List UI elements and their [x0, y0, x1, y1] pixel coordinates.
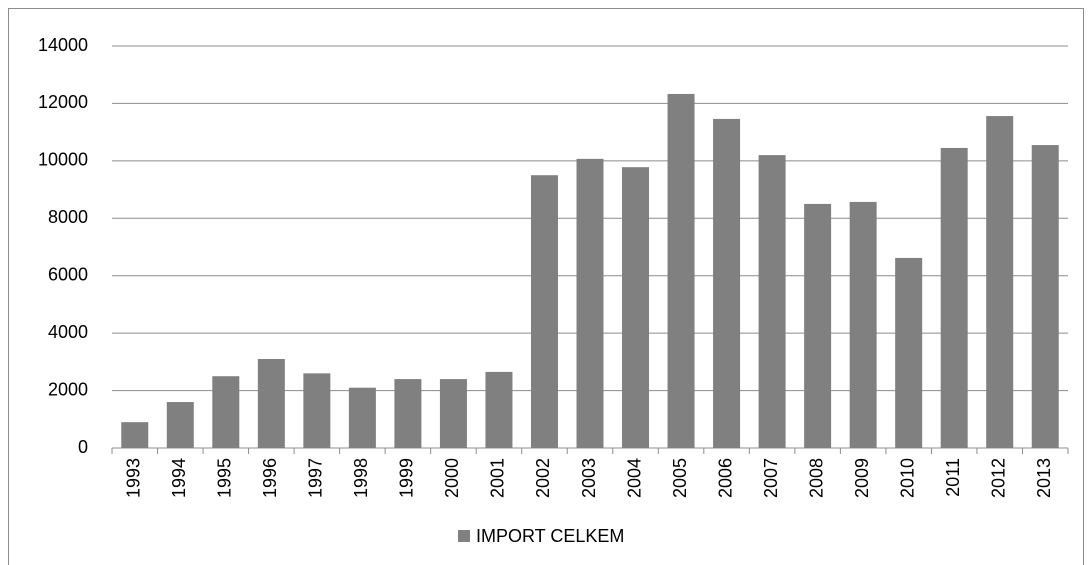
x-tick-label: 2011: [943, 458, 963, 497]
x-tick-label: 1997: [306, 458, 326, 498]
bar: [439, 379, 467, 448]
y-tick-label: 12000: [38, 92, 88, 112]
bar: [394, 379, 422, 448]
bar: [713, 118, 741, 448]
x-tick-label: 1993: [124, 458, 144, 498]
legend-swatch: [458, 530, 470, 542]
x-tick-label: 2003: [579, 458, 599, 498]
bar: [121, 422, 149, 448]
bar: [849, 201, 877, 448]
x-tick-label: 1995: [215, 458, 235, 498]
x-tick-label: 2012: [988, 458, 1008, 498]
bar: [622, 167, 650, 448]
legend-label: IMPORT CELKEM: [476, 526, 624, 546]
bar: [940, 147, 968, 448]
x-tick-label: 2000: [442, 458, 462, 498]
x-tick-label: 2008: [806, 458, 826, 498]
y-tick-label: 6000: [48, 264, 88, 284]
y-tick-label: 8000: [48, 207, 88, 227]
x-tick-label: 2006: [715, 458, 735, 498]
bar: [1031, 145, 1059, 449]
x-tick-label: 2002: [533, 458, 553, 498]
y-tick-label: 14000: [38, 35, 88, 55]
x-tick-label: 1994: [169, 458, 189, 498]
x-tick-label: 2009: [852, 458, 872, 498]
bar: [212, 376, 240, 448]
bar: [667, 93, 695, 449]
bar: [576, 158, 604, 448]
x-tick-label: 2010: [897, 458, 917, 498]
bar: [257, 358, 285, 448]
bar: [530, 175, 558, 448]
x-tick-label: 2005: [670, 458, 690, 498]
x-tick-label: 2001: [488, 458, 508, 498]
bar: [758, 155, 786, 448]
y-tick-label: 10000: [38, 150, 88, 170]
x-tick-label: 2007: [761, 458, 781, 498]
x-tick-label: 1998: [351, 458, 371, 498]
x-tick-label: 2004: [624, 458, 644, 498]
bar: [303, 373, 331, 448]
bar: [804, 203, 832, 448]
bar: [348, 387, 376, 448]
bar: [895, 257, 923, 448]
y-tick-label: 2000: [48, 379, 88, 399]
x-tick-label: 1996: [260, 458, 280, 498]
x-tick-label: 2013: [1034, 458, 1054, 498]
y-tick-label: 4000: [48, 322, 88, 342]
y-tick-label: 0: [78, 437, 88, 457]
bar: [485, 371, 513, 448]
x-tick-label: 1999: [397, 458, 417, 498]
bar: [166, 402, 194, 448]
bar: [986, 116, 1014, 448]
